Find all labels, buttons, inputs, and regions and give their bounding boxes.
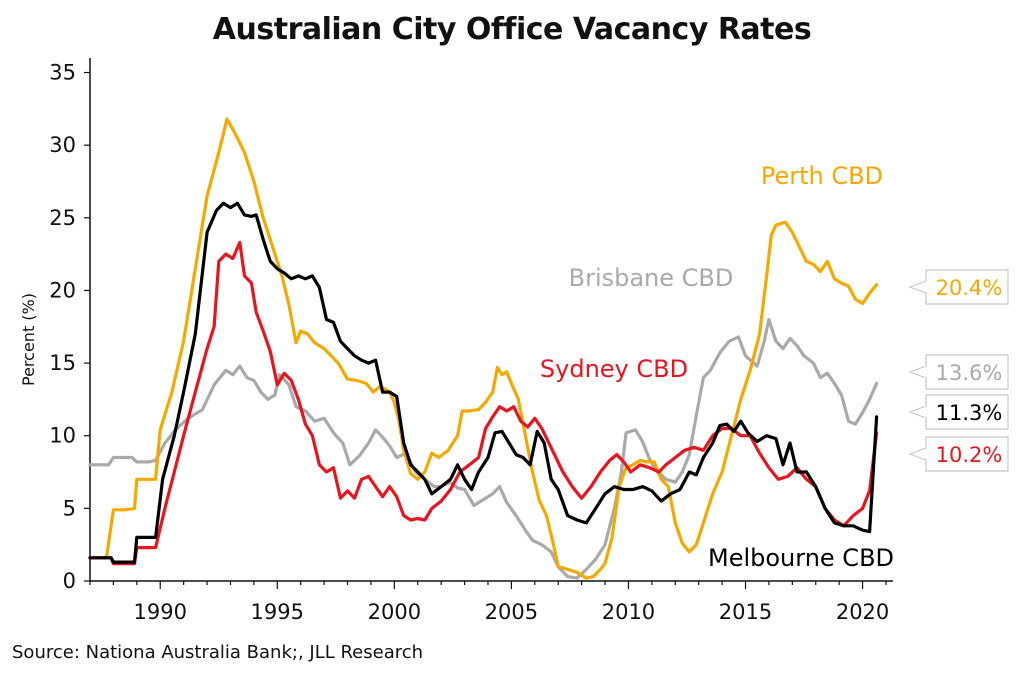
end-value-callout-sydney-cbd: 10.2% bbox=[908, 436, 1009, 472]
end-value-callout-brisbane-cbd: 13.6% bbox=[908, 354, 1009, 390]
end-value-label: 10.2% bbox=[936, 443, 1003, 467]
source-note: Source: Nationa Australia Bank;, JLL Res… bbox=[12, 642, 424, 663]
y-tick-label: 15 bbox=[49, 351, 76, 375]
y-tick-label: 0 bbox=[63, 569, 76, 593]
end-value-label: 20.4% bbox=[936, 276, 1003, 300]
y-axis-label: Percent (%) bbox=[19, 293, 38, 386]
axes: 0 5 10 15 20 25 30 35 1990 1995 2000 2005 2010 2015 20… bbox=[19, 58, 893, 624]
x-tick-label: 2015 bbox=[719, 600, 772, 624]
series-label-melbourne-cbd: Melbourne CBD bbox=[708, 544, 894, 572]
series-label-perth-cbd: Perth CBD bbox=[761, 162, 883, 190]
end-value-callout-melbourne-cbd: 11.3% bbox=[908, 394, 1009, 430]
series-labels: Brisbane CBD Perth CBD Sydney CBD Melbourne… bbox=[540, 162, 894, 572]
series-lines bbox=[88, 117, 879, 580]
series-label-sydney-cbd: Sydney CBD bbox=[540, 355, 688, 383]
y-tick-label: 25 bbox=[49, 206, 76, 230]
y-tick-label: 30 bbox=[49, 133, 76, 157]
x-tick-label: 2005 bbox=[485, 600, 538, 624]
end-value-labels: 13.6% 20.4% 10.2% 11.3% bbox=[908, 269, 1009, 472]
y-tick-label: 5 bbox=[63, 496, 76, 520]
chart-title: Australian City Office Vacancy Rates bbox=[212, 12, 812, 47]
series-line-perth-cbd bbox=[88, 117, 879, 580]
y-tick-label: 20 bbox=[49, 278, 76, 302]
end-value-label: 11.3% bbox=[936, 401, 1003, 425]
end-value-box bbox=[908, 354, 1009, 390]
end-value-box bbox=[908, 269, 1009, 305]
x-tick-label: 1995 bbox=[251, 600, 304, 624]
x-tick-label: 2020 bbox=[836, 600, 889, 624]
end-value-callout-perth-cbd: 20.4% bbox=[908, 269, 1009, 305]
y-tick-label: 10 bbox=[49, 424, 76, 448]
end-value-label: 13.6% bbox=[936, 361, 1003, 385]
series-line-melbourne-cbd bbox=[88, 201, 879, 564]
x-tick-label: 1990 bbox=[134, 600, 187, 624]
y-tick-label: 35 bbox=[49, 61, 76, 85]
x-tick-label: 2000 bbox=[368, 600, 421, 624]
end-value-box bbox=[908, 436, 1009, 472]
series-line-brisbane-cbd bbox=[88, 317, 879, 580]
x-tick-label: 2010 bbox=[602, 600, 655, 624]
series-label-brisbane-cbd: Brisbane CBD bbox=[569, 264, 734, 292]
end-value-box bbox=[908, 394, 1009, 430]
